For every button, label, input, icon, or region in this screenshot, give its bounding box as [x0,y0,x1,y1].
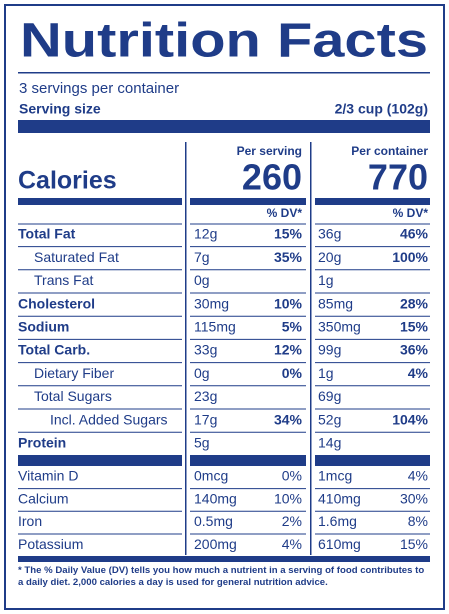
amount: 0mcg [194,468,228,484]
daily-value: 15% [400,319,429,335]
daily-value: 4% [408,365,429,381]
daily-value: 104% [392,411,428,427]
calories-label: Calories [18,167,117,195]
nutrient-name: Cholesterol [18,295,95,311]
thick-rule [18,556,430,562]
amount: 410mg [318,490,361,506]
thick-rule [18,455,182,466]
daily-value: 4% [282,536,302,552]
amount: 20g [318,249,341,265]
column-divider [185,142,187,555]
nutrient-name: Protein [18,435,66,451]
nutrient-name: Incl. Added Sugars [50,411,168,427]
nutrient-name: Potassium [18,536,83,552]
amount: 140mg [194,490,237,506]
amount: 33g [194,342,217,358]
daily-value: 35% [274,249,303,265]
rule [190,198,306,205]
nutrient-name: Vitamin D [18,468,78,484]
daily-value: 5% [282,319,303,335]
amount: 1.6mg [318,513,357,529]
amount: 85mg [318,295,353,311]
daily-value: 2% [282,513,302,529]
calories: 770 [368,157,428,198]
daily-value: 36% [400,342,429,358]
amount: 30mg [194,295,229,311]
calories: 260 [242,157,302,198]
daily-value: 10% [274,490,302,506]
amount: 99g [318,342,341,358]
nutrient-name: Total Carb. [18,342,90,358]
amount: 36g [318,226,341,242]
daily-value: 12% [274,342,303,358]
daily-value: 15% [400,536,428,552]
amount: 5g [194,435,210,451]
daily-value: 0% [282,365,303,381]
daily-value: 46% [400,226,429,242]
thick-rule [18,120,430,133]
thick-rule [190,455,306,466]
rule [18,72,430,74]
nutrient-name: Iron [18,513,42,529]
daily-value: 4% [408,468,428,484]
amount: 0g [194,272,210,288]
amount: 52g [318,411,341,427]
daily-value: 28% [400,295,429,311]
amount: 17g [194,411,217,427]
amount: 0g [194,365,210,381]
footnote: * The % Daily Value (DV) tells you how m… [18,565,425,588]
daily-value: 100% [392,249,428,265]
amount: 0.5mg [194,513,233,529]
rule [18,198,182,205]
amount: 115mg [194,319,236,335]
amount: 7g [194,249,210,265]
serving-size: 2/3 cup (102g) [335,101,428,117]
dv-header: % DV* [393,206,429,220]
amount: 1g [318,365,334,381]
thick-rule [315,455,430,466]
amount: 1mcg [318,468,352,484]
nutrient-name: Total Fat [18,226,76,242]
amount: 69g [318,388,341,404]
daily-value: 30% [400,490,428,506]
column-divider [310,142,312,555]
nutrient-name: Total Sugars [34,388,112,404]
rule [315,198,430,205]
column-header: Per serving [237,144,302,158]
nutrient-name: Saturated Fat [34,249,119,265]
amount: 1g [318,272,334,288]
daily-value: 34% [274,411,303,427]
nutrient-name: Trans Fat [34,272,93,288]
dv-header: % DV* [267,206,303,220]
amount: 350mg [318,319,361,335]
daily-value: 10% [274,295,303,311]
daily-value: 8% [408,513,428,529]
amount: 610mg [318,536,361,552]
amount: 14g [318,435,341,451]
servings: 3 servings per container [19,80,179,97]
nutrient-name: Calcium [18,490,69,506]
serving-size-label: Serving size [19,101,101,117]
border [4,4,445,610]
amount: 23g [194,388,217,404]
title: Nutrition Facts [20,15,428,68]
nutrient-name: Sodium [18,319,69,335]
column-header: Per container [351,144,428,158]
daily-value: 15% [274,226,303,242]
amount: 12g [194,226,217,242]
daily-value: 0% [282,468,302,484]
amount: 200mg [194,536,237,552]
nutrient-name: Dietary Fiber [34,365,114,381]
